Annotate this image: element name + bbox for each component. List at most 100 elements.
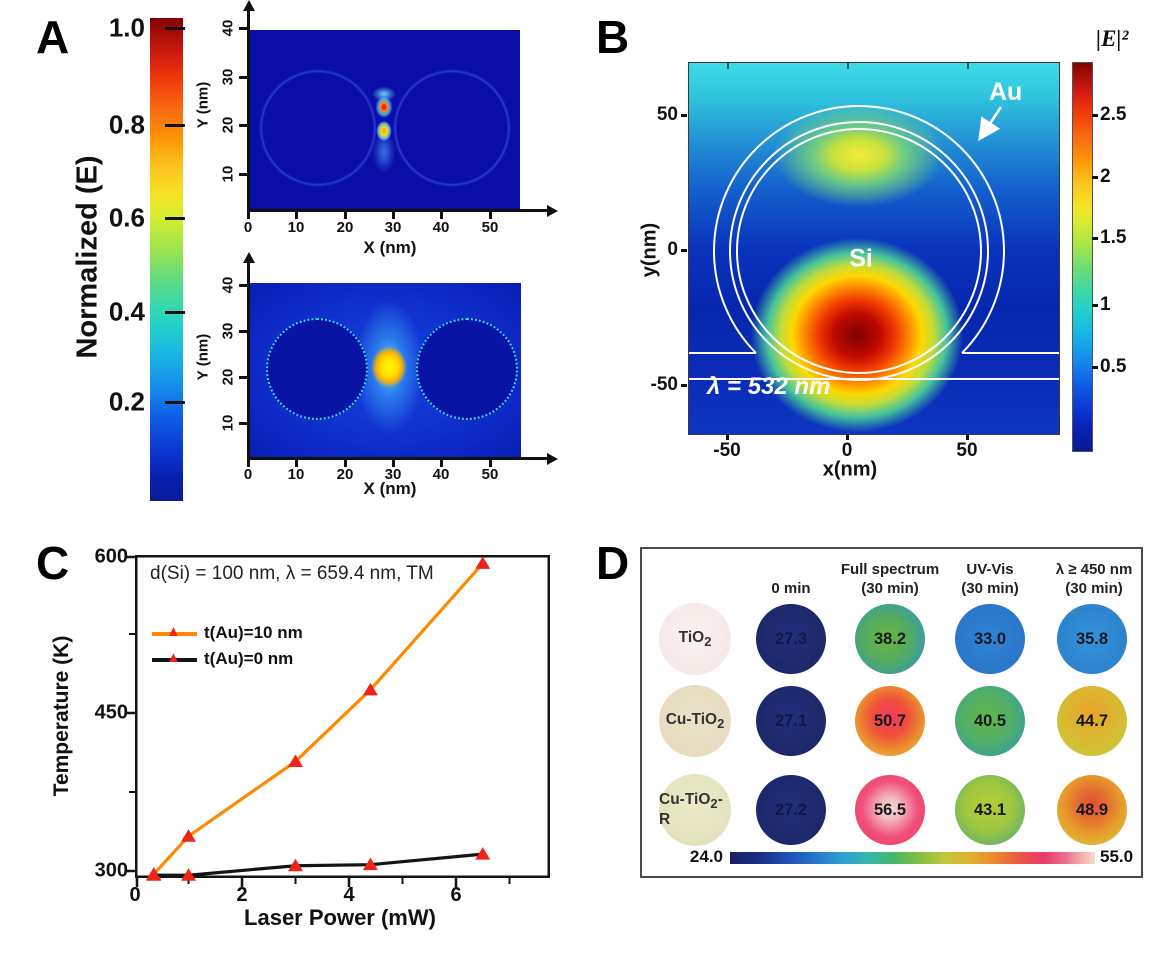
- colorbar-tick-label: 0.5: [1100, 356, 1127, 377]
- x-tick-label: 2: [236, 884, 248, 906]
- colorbar-tick-label: 0.6: [108, 202, 145, 233]
- column-header-450nm: λ ≥ 450 nm (30 min): [1032, 556, 1156, 598]
- panel-b-xlabel: x(nm): [822, 458, 878, 481]
- y-tick: [239, 27, 247, 30]
- x-tick-label: 30: [384, 466, 402, 483]
- x-axis-line: [247, 209, 547, 212]
- y-tick-label: 20: [219, 116, 237, 134]
- y-tick: [239, 422, 247, 425]
- colorbar-tick: [1092, 366, 1098, 369]
- y-tick-label: 40: [219, 276, 237, 294]
- temp-circle: 48.9: [1057, 775, 1127, 845]
- legend-triangle-marker-icon: ▲: [166, 623, 181, 640]
- colorbar-tick-label: 1: [1100, 294, 1111, 315]
- panel-b-colorbar-title: |E|²: [1096, 26, 1129, 51]
- x-tick: [344, 460, 347, 467]
- x-tick: [247, 212, 250, 219]
- colorbar-tick: [1092, 176, 1098, 179]
- y-tick-label: 30: [219, 322, 237, 340]
- temp-circle: 44.7: [1057, 686, 1127, 756]
- temp-circle: 56.5: [855, 775, 925, 845]
- x-tick: [489, 460, 492, 467]
- temp-value: 27.2: [774, 800, 808, 819]
- temp-value: 43.1: [973, 800, 1007, 819]
- legend-line-black: [152, 658, 197, 662]
- temp-circle: 27.1: [756, 686, 826, 756]
- colorbar-tick: [165, 217, 185, 220]
- gap-hotspot-core: [371, 346, 407, 388]
- x-tick: [295, 212, 298, 219]
- y-tick: [681, 384, 687, 387]
- sample-circle-cu-tio2-r: Cu-TiO2-R: [659, 774, 731, 846]
- colorbar-tick-label: 2.5: [1100, 104, 1127, 125]
- colorbar-tick: [1092, 304, 1098, 307]
- header-line: Full spectrum: [840, 561, 940, 578]
- temp-value: 27.3: [774, 629, 808, 648]
- column-header-full-spectrum: Full spectrum (30 min): [830, 556, 950, 598]
- panel-c-xlabel: Laser Power (mW): [244, 905, 436, 930]
- x-tick-label: 6: [450, 884, 462, 906]
- panel-a-letter: A: [36, 11, 70, 63]
- x-tick: [344, 212, 347, 219]
- x-tick-label: 0: [243, 466, 253, 483]
- x-tick-label: 0: [129, 884, 141, 906]
- y-tick-label: 0: [667, 239, 678, 260]
- header-line: 0 min: [771, 580, 811, 597]
- header-line: λ ≥ 450 nm: [1055, 561, 1133, 578]
- panel-a-top-ylabel: Y (nm): [194, 81, 212, 129]
- column-header-0min: 0 min: [751, 556, 831, 598]
- temp-value: 38.2: [873, 629, 907, 648]
- panel-a-top-xlabel: X (nm): [363, 238, 417, 257]
- x-tick-label: 10: [287, 219, 305, 236]
- y-tick-label: 10: [219, 165, 237, 183]
- y-tick-label: 10: [219, 414, 237, 432]
- x-tick: [440, 460, 443, 467]
- y-tick: [239, 284, 247, 287]
- y-tick: [239, 124, 247, 127]
- panel-c-plot-svg: [126, 555, 550, 887]
- x-tick-label: 50: [481, 466, 499, 483]
- temp-value: 48.9: [1075, 800, 1109, 819]
- temp-circle: 50.7: [855, 686, 925, 756]
- header-line: (30 min): [861, 580, 919, 597]
- y-tick: [681, 249, 687, 252]
- x-tick: [966, 434, 969, 440]
- y-tick-label: 50: [656, 104, 678, 125]
- panel-a-bottom-fieldmap: [250, 283, 521, 459]
- temp-value: 50.7: [873, 711, 907, 730]
- x-tick-label: 40: [432, 466, 450, 483]
- x-tick: [726, 434, 729, 440]
- panel-b-ylabel: y(nm): [638, 222, 661, 278]
- x-axis-arrow-icon: [547, 204, 558, 217]
- x-tick-label: 20: [336, 466, 354, 483]
- panel-d-colorbar: [730, 852, 1095, 864]
- x-tick: [247, 460, 250, 467]
- panel-c-plot: [126, 555, 550, 887]
- sample-circle-tio2: TiO2: [659, 603, 731, 675]
- column-header-uv-vis: UV-Vis (30 min): [932, 556, 1048, 598]
- panel-d-letter: D: [596, 537, 630, 589]
- panel-b-fieldmap: Au Si λ = 532 nm: [688, 62, 1060, 435]
- temp-circle: 27.3: [756, 604, 826, 674]
- panel-a-colorbar: [150, 18, 183, 501]
- colorbar-tick-label: 0.8: [108, 109, 145, 140]
- legend-triangle-marker-icon: ▲: [166, 649, 181, 666]
- panel-a-bottom-xlabel: X (nm): [363, 479, 417, 498]
- y-tick-label: 450: [94, 701, 128, 724]
- colorbar-tick-label: 0.4: [108, 296, 145, 327]
- x-tick-label: 50: [956, 440, 978, 461]
- panel-c-ylabel: Temperature (K): [50, 635, 73, 797]
- x-tick-label: 0: [243, 219, 253, 236]
- y-tick-label: -50: [650, 374, 678, 395]
- x-tick-label: 40: [432, 219, 450, 236]
- temp-value: 40.5: [973, 711, 1007, 730]
- panel-b-letter: B: [596, 11, 630, 63]
- colorbar-tick-label: 2: [1100, 166, 1111, 187]
- y-tick: [239, 330, 247, 333]
- x-tick: [295, 460, 298, 467]
- temp-value: 44.7: [1075, 711, 1109, 730]
- temp-circle: 38.2: [855, 604, 925, 674]
- legend-label: t(Au)=10 nm: [204, 623, 303, 642]
- wavelength-label: λ = 532 nm: [707, 373, 831, 400]
